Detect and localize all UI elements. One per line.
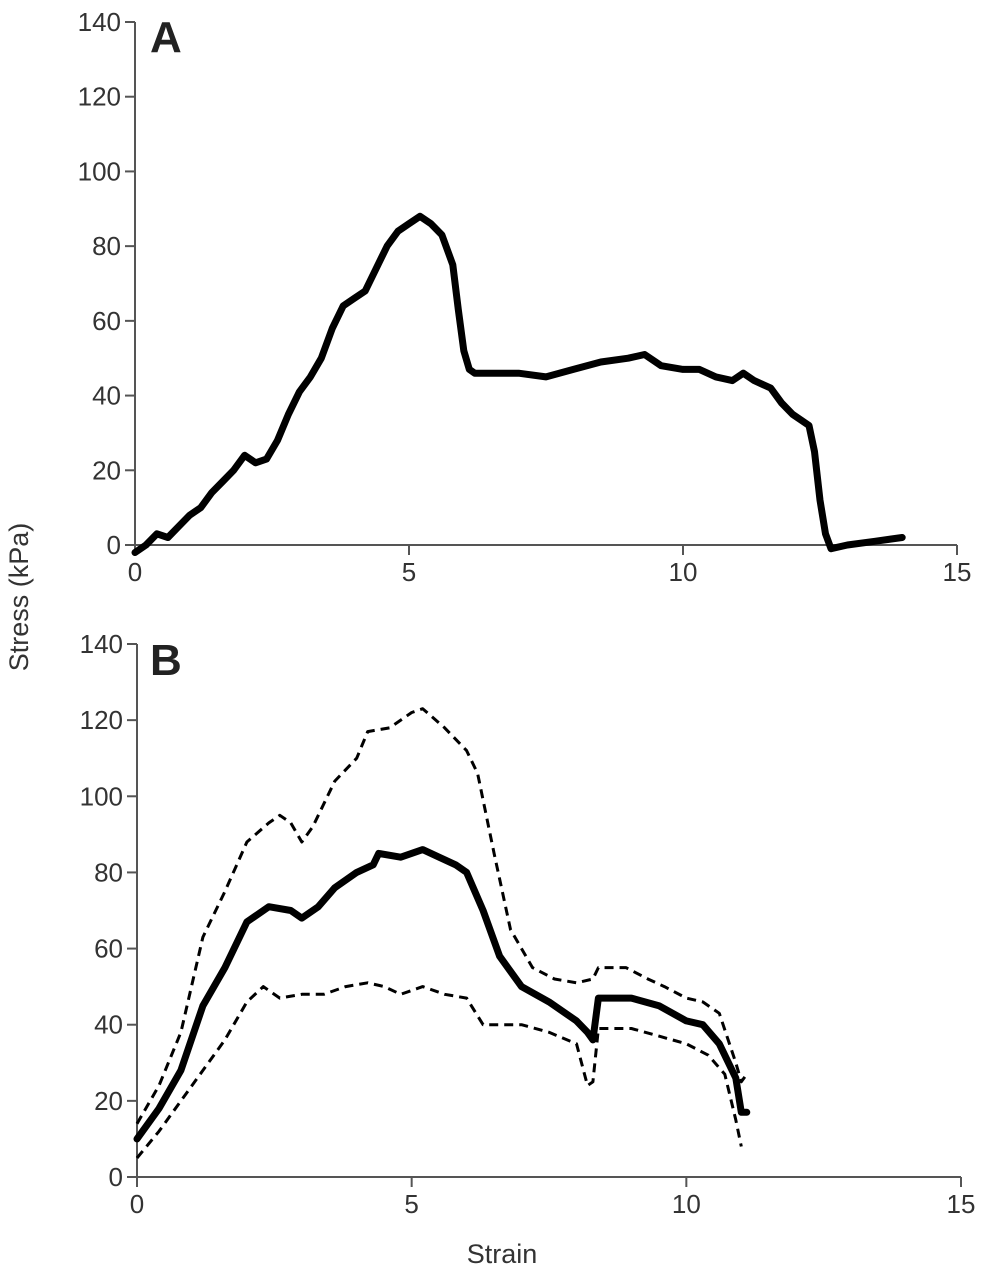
panel-a-y-tick-label: 140 xyxy=(78,7,121,37)
panel-b-y-tick-label: 100 xyxy=(80,781,123,811)
panel-a-x-tick-label: 10 xyxy=(669,557,698,587)
y-axis-title: Stress (kPa) xyxy=(4,523,34,672)
panel-b-letter: B xyxy=(150,636,182,685)
panel-b-chart: B 0 20 40 60 80 100 120 140 0 5 10 15 xyxy=(80,629,976,1219)
panel-a-y-tick-label: 80 xyxy=(92,231,121,261)
panel-a-y-tick-label: 20 xyxy=(92,455,121,485)
x-axis-title: Strain xyxy=(467,1239,538,1269)
panel-b-x-tick-label: 0 xyxy=(130,1189,144,1219)
panel-a-chart: A 0 20 40 60 80 100 120 140 0 5 10 15 xyxy=(78,7,972,587)
panel-b-y-tick-label: 40 xyxy=(94,1010,123,1040)
panel-b-y-tick-label: 0 xyxy=(109,1162,123,1192)
panel-b-y-tick-label: 140 xyxy=(80,629,123,659)
panel-b-y-tick-label: 80 xyxy=(94,857,123,887)
panel-a-series-line-0 xyxy=(131,212,906,556)
panel-a-y-tick-label: 60 xyxy=(92,306,121,336)
panel-a-y-tick-label: 0 xyxy=(107,530,121,560)
panel-b-series-line-1 xyxy=(135,707,749,1125)
panel-a-y-tick-label: 100 xyxy=(78,156,121,186)
panel-b-y-tick-label: 20 xyxy=(94,1086,123,1116)
panel-a-y-tick-label: 120 xyxy=(78,82,121,112)
panel-b-x-tick-label: 10 xyxy=(672,1189,701,1219)
panel-b-series-line-0 xyxy=(133,846,751,1143)
panel-a-x-tick-label: 0 xyxy=(128,557,142,587)
panel-a-letter: A xyxy=(150,13,182,62)
panel-b-x-tick-label: 5 xyxy=(404,1189,418,1219)
panel-b-x-tick-label: 15 xyxy=(947,1189,976,1219)
panel-a-x-tick-label: 15 xyxy=(943,557,972,587)
panel-a-x-tick-label: 5 xyxy=(402,557,416,587)
panel-b-y-tick-label: 120 xyxy=(80,705,123,735)
panel-b-y-tick-label: 60 xyxy=(94,934,123,964)
panel-b-series-line-2 xyxy=(135,981,743,1159)
panel-a-y-tick-label: 40 xyxy=(92,381,121,411)
